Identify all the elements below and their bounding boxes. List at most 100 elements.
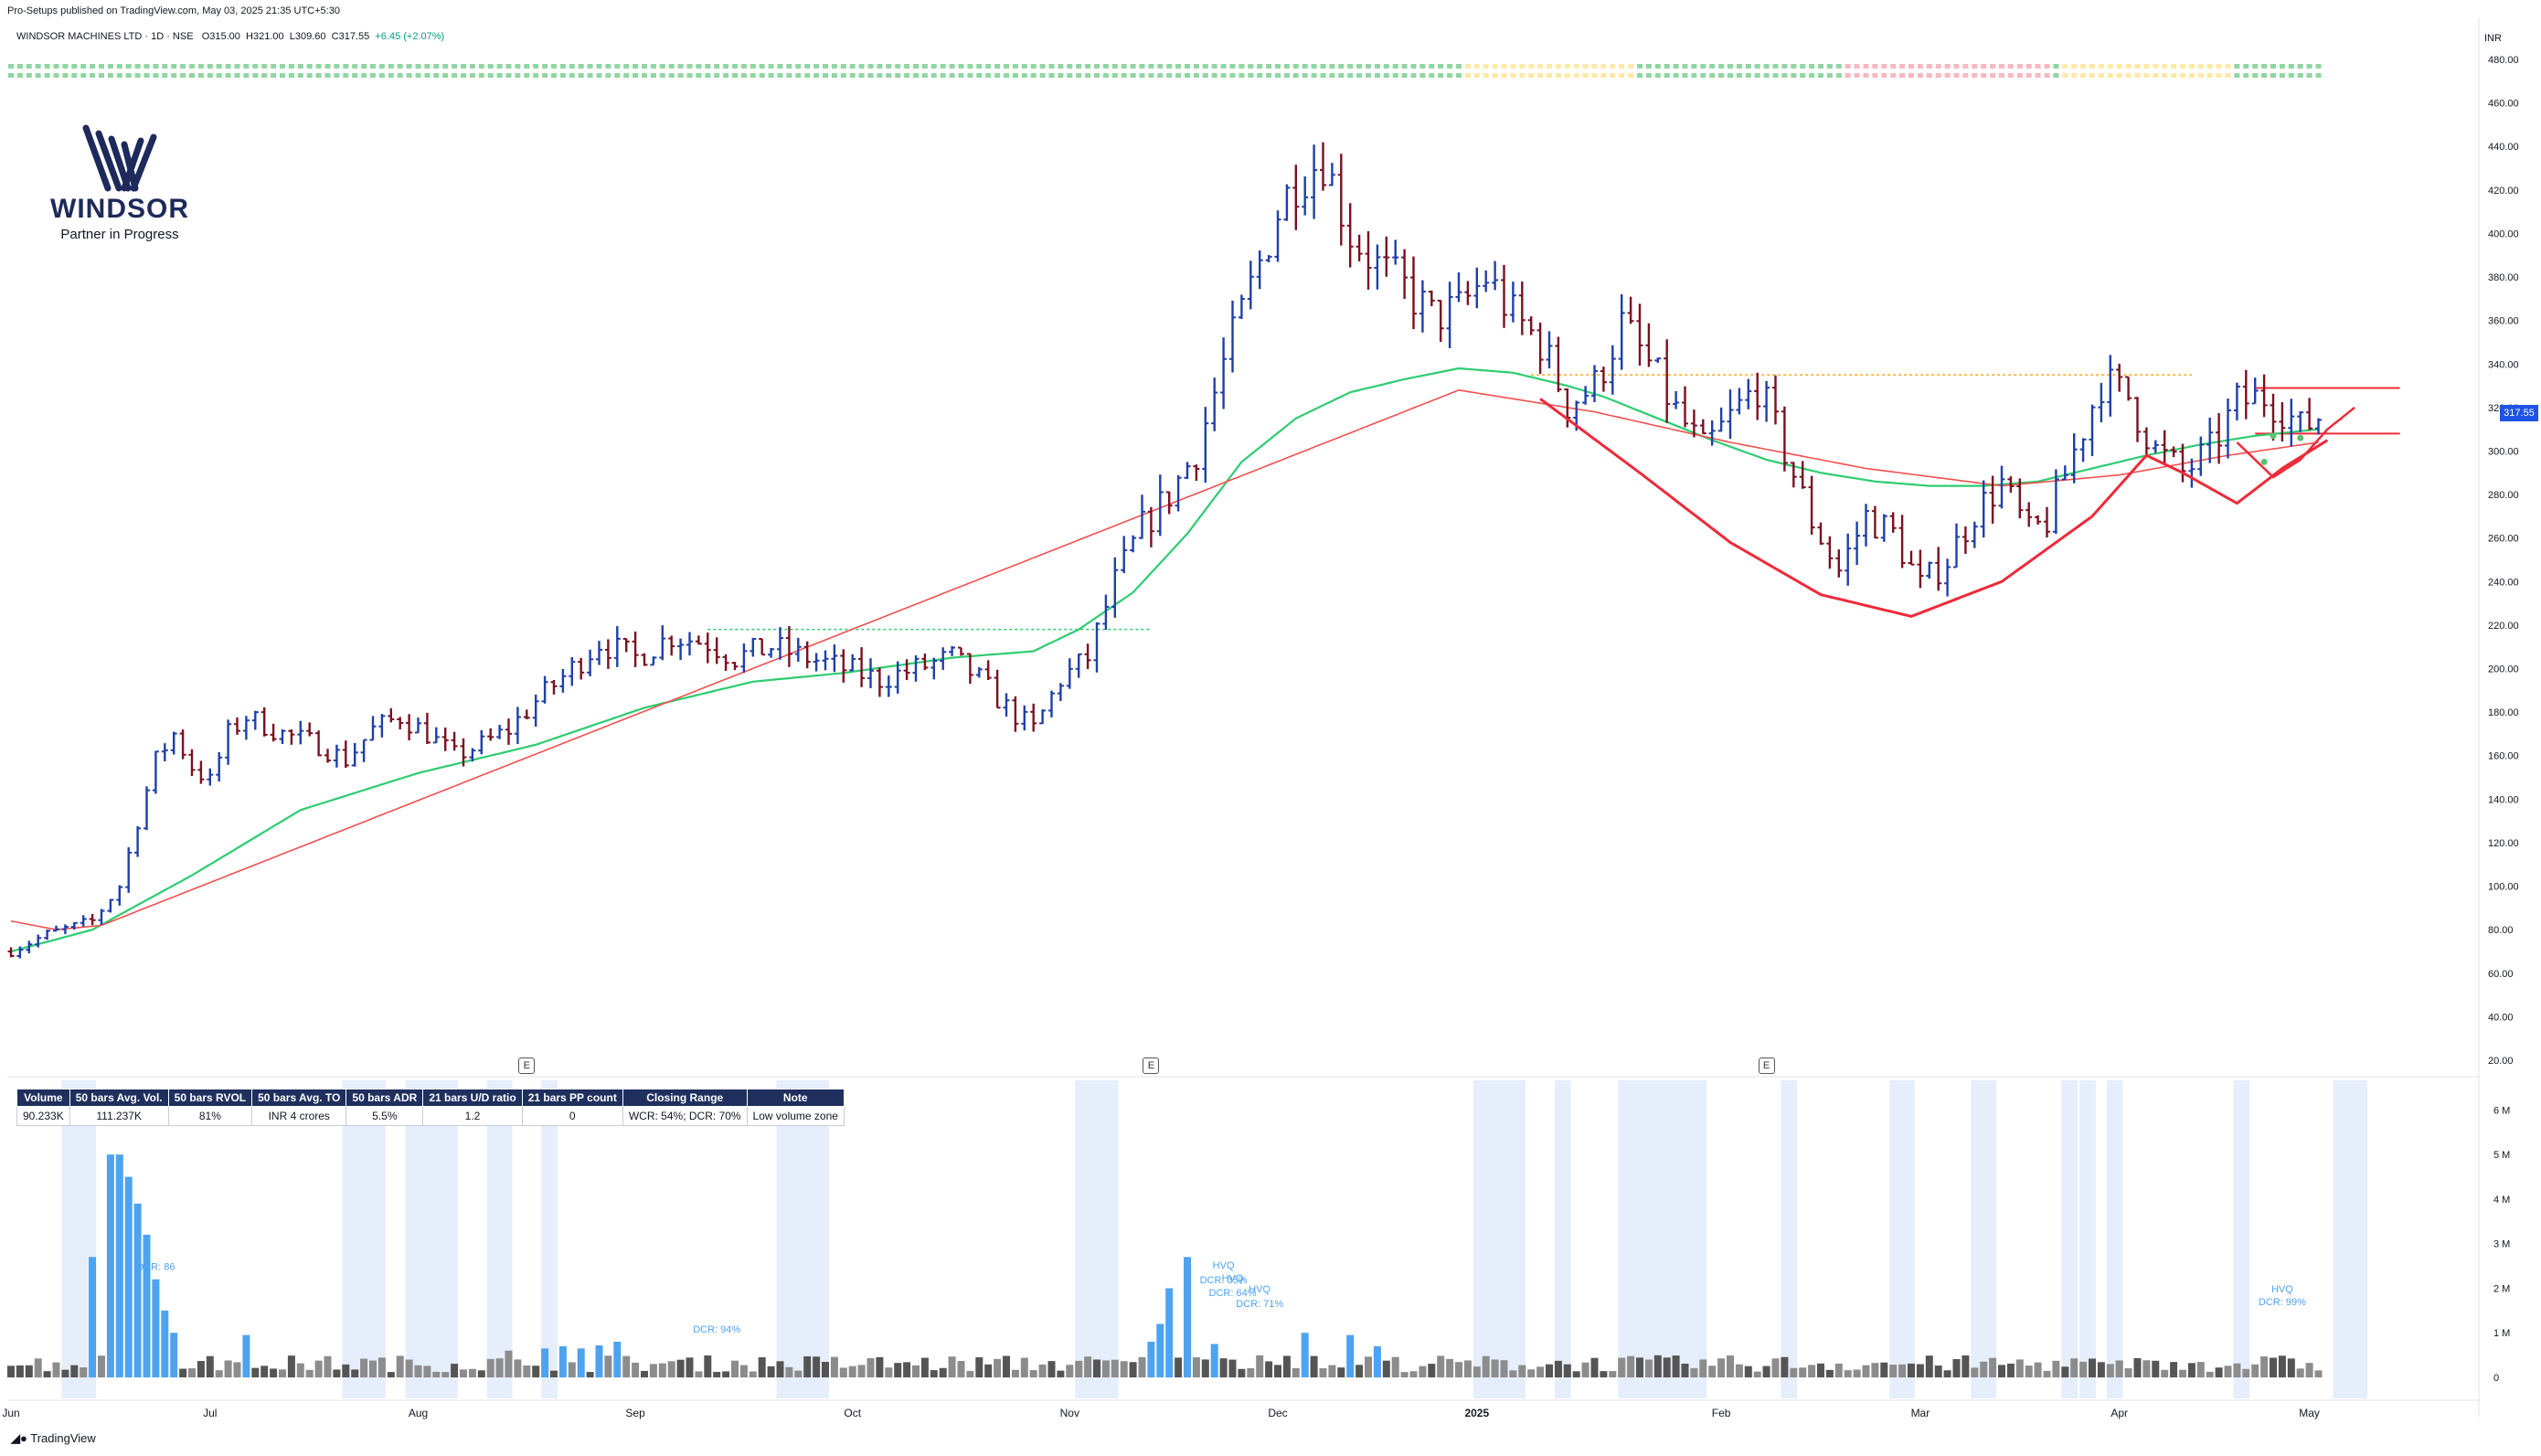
signal-dot <box>2234 64 2240 69</box>
volume-bar <box>1219 1358 1228 1377</box>
signal-dot <box>1881 73 1887 78</box>
tradingview-brand[interactable]: ◢● TradingView <box>11 1431 96 1446</box>
signal-dot <box>1148 73 1154 78</box>
volume-bar <box>1500 1360 1508 1377</box>
signal-dot <box>524 64 530 69</box>
signal-dot <box>1473 64 1480 69</box>
signal-dot <box>1356 64 1363 69</box>
signal-dot <box>35 73 41 78</box>
signal-dot <box>505 73 512 78</box>
signal-dot <box>225 73 231 78</box>
volume-bar <box>984 1364 993 1377</box>
signal-dot <box>2225 64 2231 69</box>
logo-wordmark: WINDSOR <box>50 194 189 224</box>
signal-dot <box>1981 64 1987 69</box>
volume-bar <box>2015 1359 2024 1377</box>
volume-bar <box>1744 1366 1752 1377</box>
signal-dot <box>750 64 756 69</box>
signal-dot <box>1736 73 1742 78</box>
stats-header-cell: 21 bars PP count <box>521 1089 623 1107</box>
signal-dot <box>2071 73 2078 78</box>
signal-dot <box>1004 64 1009 69</box>
volume-bar <box>794 1370 803 1377</box>
signal-dot <box>189 64 195 69</box>
signal-dot <box>1239 73 1245 78</box>
volume-bar <box>369 1360 377 1377</box>
volume-bar <box>197 1360 205 1377</box>
signal-dot <box>967 73 973 78</box>
volume-bar <box>1409 1371 1418 1377</box>
earnings-marker-icon[interactable]: E <box>1758 1057 1775 1074</box>
volume-bar <box>839 1367 847 1377</box>
volume-bar <box>1762 1366 1770 1377</box>
signal-dot <box>542 64 548 69</box>
signal-dot <box>2107 73 2113 78</box>
volume-bar <box>287 1355 295 1377</box>
volume-bar <box>324 1355 332 1377</box>
signal-dot <box>1366 73 1371 78</box>
signal-dot <box>714 64 720 69</box>
volume-bar <box>1581 1362 1589 1377</box>
signal-dot <box>252 64 259 69</box>
price-tick-label: 280.00 <box>2488 490 2519 501</box>
price-tick-label: 20.00 <box>2488 1056 2514 1067</box>
price-axis: 20.00 40.00 60.00 80.00 100.00 120.00 140.00 16… <box>7 18 2519 1417</box>
signal-dot <box>71 64 78 69</box>
volume-bar <box>920 1357 929 1377</box>
volume-bar <box>1717 1358 1726 1377</box>
earnings-marker-icon[interactable]: E <box>1143 1057 1160 1074</box>
signal-dot <box>1654 64 1661 69</box>
volume-bar <box>270 1368 278 1377</box>
price-tick-label: 200.00 <box>2488 664 2519 675</box>
volume-bar <box>505 1350 513 1377</box>
volume-bar <box>1934 1366 1942 1377</box>
signal-dot <box>1619 73 1625 78</box>
volume-bar <box>2097 1362 2105 1377</box>
signal-dot <box>2153 64 2159 69</box>
signal-dot <box>614 73 621 78</box>
low-volume-zone <box>541 1080 558 1398</box>
volume-bar <box>224 1360 232 1377</box>
signal-dot <box>1962 64 1969 69</box>
signal-dot <box>53 73 59 78</box>
stats-header-cell: 50 bars Avg. Vol. <box>69 1089 169 1107</box>
signal-dot <box>1555 73 1561 78</box>
signal-dot <box>125 73 132 78</box>
volume-bar <box>1428 1364 1436 1377</box>
volume-bar <box>939 1367 947 1377</box>
volume-bar <box>333 1369 341 1377</box>
signal-dot <box>1266 73 1272 78</box>
signal-dot <box>1809 64 1815 69</box>
time-axis: Jun Jul Aug Sep Oct Nov Dec 2025 Feb Mar Apr May <box>2 1399 2479 1419</box>
low-volume-zone <box>776 1080 829 1398</box>
signal-dot <box>795 64 802 69</box>
volume-bar <box>2314 1370 2323 1377</box>
volume-bar <box>948 1356 956 1377</box>
volume-bar <box>98 1355 105 1377</box>
earnings-marker-icon[interactable]: E <box>518 1057 536 1074</box>
signal-dot <box>1826 64 1833 69</box>
volume-bar <box>1518 1365 1526 1377</box>
signal-dot <box>306 73 313 78</box>
volume-bar <box>1690 1367 1698 1377</box>
symbol-name[interactable]: WINDSOR MACHINES LTD · 1D · NSE <box>16 31 194 42</box>
signal-dot <box>1429 73 1435 78</box>
signal-dot <box>904 64 910 69</box>
stats-header-cell: Closing Range <box>622 1089 748 1107</box>
price-tick-label: 340.00 <box>2488 359 2519 370</box>
volume-bar <box>957 1360 965 1377</box>
signal-dot <box>2153 73 2159 78</box>
signal-dot <box>2007 64 2014 69</box>
signal-dot <box>134 64 141 69</box>
volume-bar <box>170 1333 178 1377</box>
volume-bar <box>1808 1365 1816 1377</box>
signal-dot <box>1067 64 1073 69</box>
volume-bar <box>803 1355 812 1377</box>
volume-bar <box>414 1365 422 1377</box>
signal-dot <box>1664 73 1670 78</box>
signal-dot <box>1863 73 1869 78</box>
pocket-pivot-dot <box>2270 432 2277 440</box>
signal-dot <box>533 64 539 69</box>
volume-bar <box>2215 1367 2223 1377</box>
